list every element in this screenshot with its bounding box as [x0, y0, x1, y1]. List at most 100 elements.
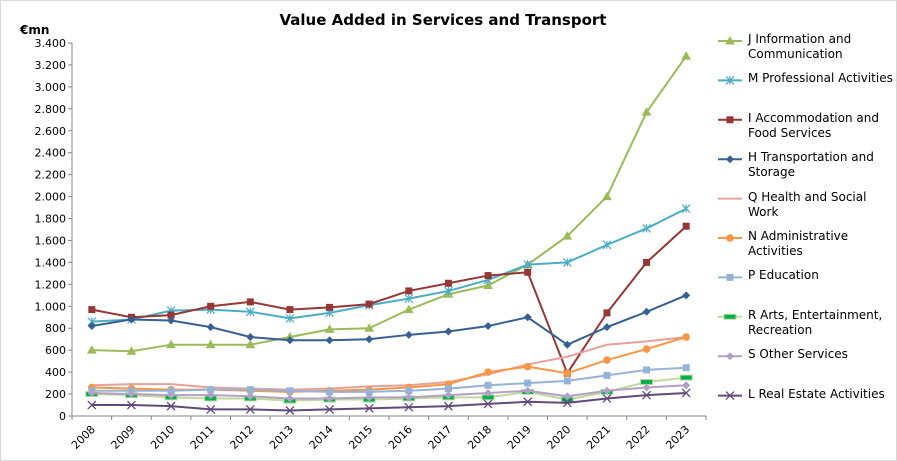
marker — [603, 371, 611, 379]
marker — [443, 401, 453, 411]
marker — [602, 191, 612, 201]
series-line — [91, 376, 687, 402]
marker — [285, 336, 294, 345]
marker — [364, 323, 375, 332]
marker — [726, 155, 734, 164]
marker — [483, 280, 493, 289]
series-line — [91, 294, 687, 346]
marker — [484, 322, 493, 331]
marker — [726, 234, 734, 242]
y-tick-label: 2.400 — [35, 147, 67, 160]
marker — [725, 391, 735, 401]
marker — [603, 356, 611, 364]
marker — [365, 388, 373, 396]
series-line — [91, 225, 687, 376]
legend-label: S Other Services — [748, 347, 848, 362]
y-tick-label: 0 — [59, 410, 66, 423]
marker — [682, 381, 691, 390]
marker — [642, 307, 651, 316]
marker — [126, 400, 136, 410]
marker — [682, 364, 690, 372]
y-tick-label: 3.000 — [35, 81, 67, 94]
marker — [523, 386, 532, 395]
marker — [245, 404, 255, 414]
marker — [562, 398, 572, 408]
marker — [563, 340, 572, 349]
marker — [245, 339, 256, 349]
marker — [285, 394, 294, 403]
marker — [246, 298, 254, 306]
marker — [167, 311, 175, 319]
chart-title: Value Added in Services and Transport — [280, 11, 607, 29]
marker — [326, 303, 334, 311]
y-tick-label: 2.800 — [35, 103, 67, 116]
marker — [405, 387, 413, 395]
marker — [726, 352, 734, 361]
marker — [725, 75, 735, 85]
marker — [207, 386, 215, 394]
marker — [562, 231, 573, 240]
marker — [483, 399, 493, 409]
y-tick-label: 3.400 — [35, 37, 67, 50]
marker — [682, 222, 690, 230]
marker — [642, 223, 651, 233]
marker — [444, 286, 453, 296]
y-tick-label: 1.400 — [35, 256, 67, 269]
marker — [285, 406, 295, 415]
marker — [246, 333, 255, 342]
marker — [325, 404, 335, 414]
marker — [325, 394, 334, 403]
marker — [642, 390, 652, 400]
y-tick-label: 2.000 — [35, 191, 67, 204]
marker — [523, 362, 532, 371]
marker — [127, 390, 136, 399]
y-tick-label: 600 — [45, 344, 66, 357]
y-tick-label: 2.200 — [35, 169, 67, 182]
marker — [286, 306, 294, 314]
y-tick-label: 400 — [45, 366, 66, 379]
marker — [562, 257, 572, 267]
series-line — [91, 366, 687, 393]
marker — [602, 323, 611, 332]
marker — [87, 400, 97, 410]
series-line — [91, 55, 688, 353]
marker — [682, 291, 691, 300]
marker — [167, 316, 176, 325]
marker — [205, 339, 216, 349]
marker — [88, 306, 96, 314]
marker — [245, 307, 255, 317]
marker — [643, 366, 651, 374]
marker — [681, 51, 692, 60]
marker — [681, 388, 691, 398]
marker — [326, 388, 334, 396]
marker — [365, 393, 374, 402]
marker — [364, 403, 374, 413]
marker — [403, 304, 414, 314]
y-tick-label: 200 — [45, 388, 66, 401]
marker — [602, 386, 611, 395]
legend-label: H Transportation and Storage — [748, 150, 874, 180]
marker — [404, 294, 414, 304]
marker — [166, 339, 176, 349]
legend-label: L Real Estate Activities — [748, 386, 885, 401]
marker — [404, 393, 413, 402]
marker — [286, 387, 294, 395]
marker — [167, 391, 176, 400]
y-tick-label: 1.800 — [35, 213, 67, 226]
marker — [602, 240, 612, 250]
legend-label: J Information and Communication — [748, 32, 852, 61]
series-line — [91, 391, 687, 412]
marker — [523, 313, 532, 322]
marker — [166, 401, 176, 411]
marker — [444, 391, 453, 400]
marker — [404, 402, 414, 412]
marker — [87, 388, 96, 397]
series-line — [91, 336, 687, 391]
y-tick-label: 1.600 — [35, 234, 67, 247]
marker — [642, 383, 651, 392]
marker — [206, 391, 215, 400]
marker — [523, 260, 533, 270]
marker — [679, 374, 693, 381]
marker — [603, 309, 611, 317]
